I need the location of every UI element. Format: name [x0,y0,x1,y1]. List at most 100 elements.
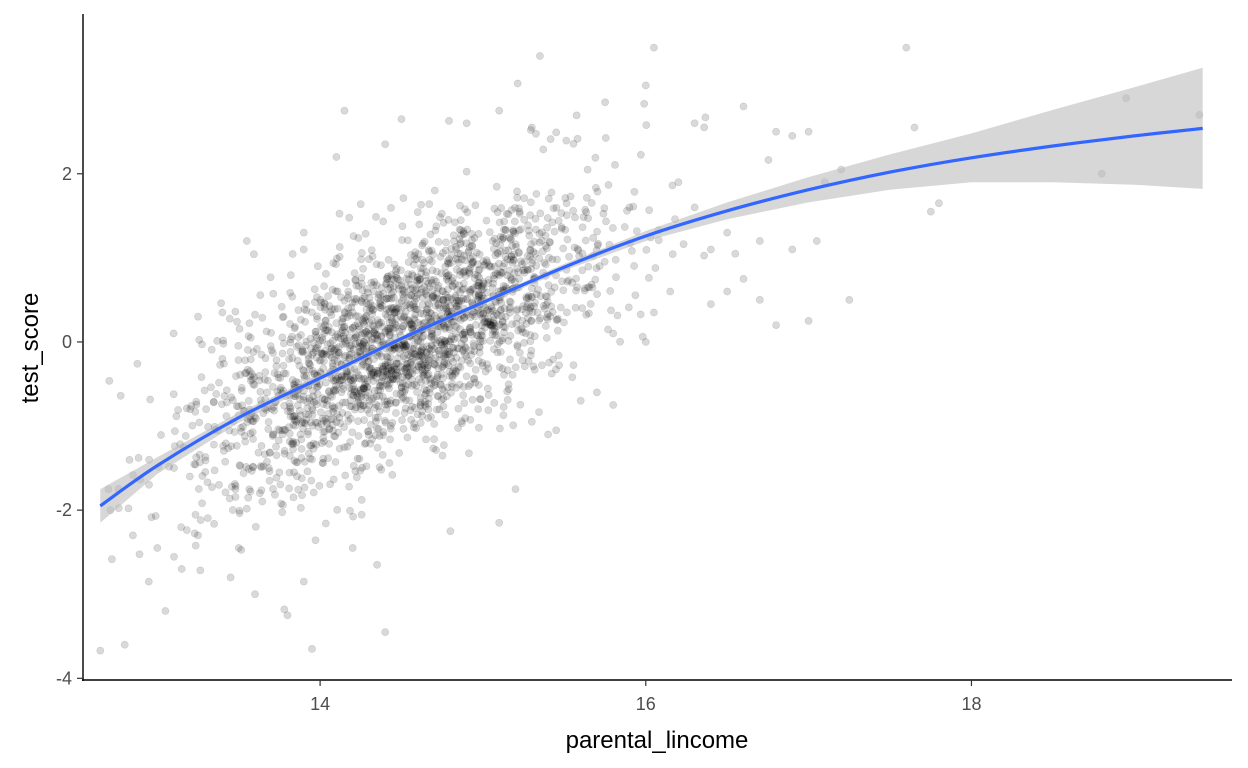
data-point [419,264,427,273]
data-point [348,308,357,317]
data-point [723,228,732,237]
data-point [311,346,320,355]
data-point [427,341,436,349]
data-point [357,255,365,264]
data-point [291,421,300,430]
data-point [272,473,281,482]
data-point [283,407,292,416]
data-point [458,285,467,294]
data-point [424,361,432,370]
data-point [422,435,430,444]
data-point [343,369,351,377]
data-point [335,243,344,251]
data-point [630,262,638,270]
data-point [427,342,436,350]
data-point [420,369,429,378]
data-point [336,419,345,427]
data-point [326,480,334,489]
data-point [518,316,527,325]
data-point [530,365,539,374]
data-point [368,309,377,318]
data-point [310,298,319,307]
data-point [440,358,449,367]
data-point [359,338,368,347]
data-point [357,375,366,383]
data-point [298,365,307,374]
data-point [417,345,426,353]
data-point [585,309,593,318]
data-point [442,238,450,247]
data-point [557,224,566,233]
data-point [332,351,340,359]
data-point [518,356,527,365]
data-point [506,355,514,364]
data-point [170,427,179,436]
data-point [521,329,530,338]
data-point [135,550,144,559]
data-point [376,301,385,309]
data-point [454,404,463,413]
data-point [416,337,425,346]
data-point [279,312,288,321]
data-point [594,239,602,248]
data-point [382,305,391,314]
data-point [442,304,451,313]
data-point [432,405,441,414]
data-point [424,405,433,414]
data-point [147,513,156,522]
data-point [456,201,464,210]
data-point [384,272,393,281]
data-point [414,290,422,299]
data-point [513,79,522,88]
data-point [372,392,381,401]
data-point [368,435,376,443]
data-point [421,366,430,374]
data-point [170,464,178,472]
data-point [370,327,379,336]
data-point [358,340,367,349]
data-point [328,392,336,401]
data-point [319,357,328,366]
data-point [589,233,598,242]
data-point [572,274,580,283]
data-point [329,475,338,484]
data-point [388,305,396,313]
data-point [368,302,377,310]
data-point [604,181,613,189]
data-point [501,246,510,255]
data-point [224,444,233,453]
data-point [363,383,372,392]
data-point [241,437,250,446]
data-point [318,394,327,403]
data-point [405,320,414,329]
data-point [513,305,521,314]
data-point [450,348,458,357]
data-point [289,412,298,421]
data-point [364,357,373,365]
data-point [391,323,400,332]
data-point [392,271,400,280]
y-tick-label: 2 [62,164,72,184]
data-point [384,365,393,373]
data-point [270,406,278,415]
data-point [235,461,244,470]
data-point [926,207,935,216]
data-point [237,427,246,436]
data-point [480,260,489,269]
data-point [404,316,413,325]
data-point [424,298,432,307]
data-point [472,331,481,340]
data-point [375,303,384,312]
data-point [392,304,401,313]
data-point [385,331,394,340]
data-point [308,411,317,419]
data-point [194,485,203,493]
data-point [301,299,310,308]
data-point [355,454,364,463]
data-point [505,233,514,242]
data-point [377,465,386,474]
data-point [362,341,371,350]
data-point [352,473,361,482]
data-point [269,289,278,298]
data-point [309,439,318,448]
